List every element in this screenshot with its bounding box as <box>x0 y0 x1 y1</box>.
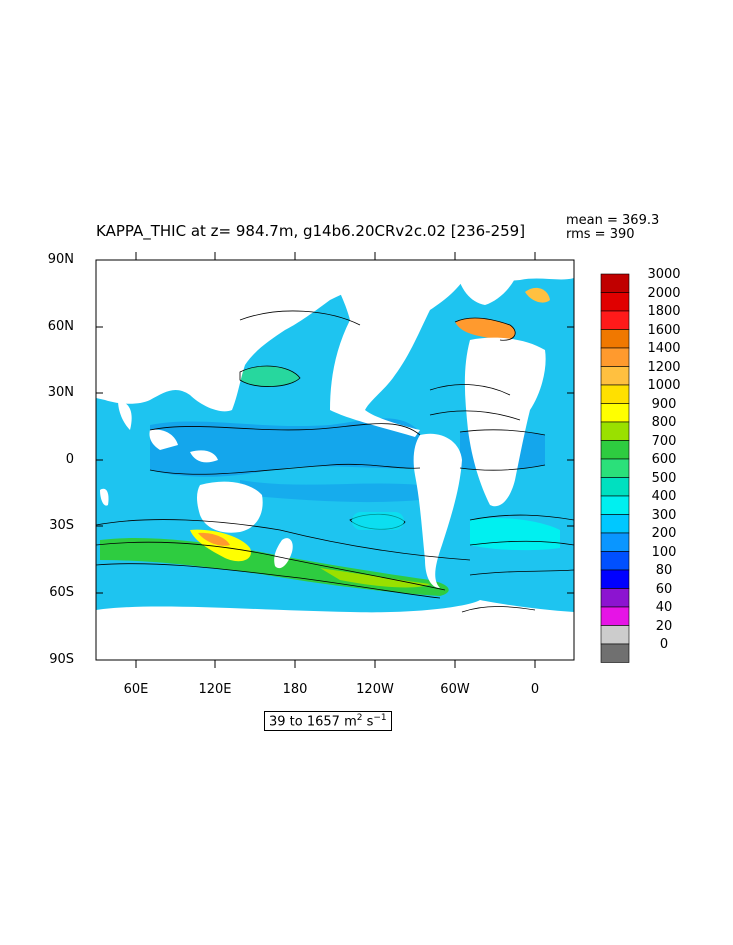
colorbar-swatch <box>600 403 630 423</box>
lon-label-180: 180 <box>282 682 308 697</box>
colorbar-swatch <box>600 532 630 552</box>
north-pacific-patch <box>240 366 300 387</box>
range-unit-exp2: −1 <box>373 713 387 723</box>
colorbar-label: 900 <box>651 396 677 412</box>
lat-label-30s: 30S <box>49 518 74 533</box>
pacific-south-band <box>240 480 420 503</box>
colorbar-label: 0 <box>659 637 669 652</box>
colorbar-swatch <box>600 440 630 460</box>
colorbar-swatch <box>600 458 630 478</box>
colorbar-swatch <box>600 366 630 386</box>
range-text: 39 to 1657 m <box>269 714 357 730</box>
range-label: 39 to 1657 m2 s−1 <box>264 711 392 732</box>
colorbar-label: 20 <box>655 618 673 634</box>
colorbar-label: 80 <box>655 563 673 578</box>
colorbar-label: 700 <box>651 433 677 449</box>
colorbar-label: 40 <box>655 600 673 615</box>
lon-label-60w: 60W <box>440 682 470 697</box>
colorbar-label: 1400 <box>647 341 681 356</box>
range-unit-exp1: 2 <box>356 713 363 723</box>
colorbar-label: 100 <box>651 544 677 560</box>
atlantic-lens <box>352 512 404 530</box>
colorbar-label: 1200 <box>647 359 681 375</box>
colorbar-swatch <box>600 569 630 589</box>
india-peninsula <box>118 400 132 430</box>
madagascar <box>100 488 109 506</box>
colorbar-swatch <box>600 495 630 515</box>
lat-label-60n: 60N <box>47 319 74 334</box>
indonesia <box>149 429 178 450</box>
colorbar-label: 3000 <box>647 267 681 282</box>
colorbar-swatch <box>600 551 630 571</box>
contour-lines <box>96 310 574 613</box>
colorbar-label: 2000 <box>647 285 681 301</box>
southern-ocean-green-east <box>320 568 430 588</box>
colorbar-label: 200 <box>651 526 677 541</box>
lat-label-eq: 0 <box>65 452 74 467</box>
eurasia <box>96 266 574 412</box>
colorbar-swatch <box>600 329 630 349</box>
new-guinea <box>190 450 218 463</box>
plot-title: KAPPA_THIC at z= 984.7m, g14b6.20CRv2c.0… <box>96 222 526 240</box>
greenland <box>455 266 520 305</box>
nordic-seas-warm <box>525 287 550 303</box>
colorbar-label: 400 <box>651 489 677 504</box>
colorbar-swatch <box>600 625 630 645</box>
colorbar-label: 1600 <box>647 322 681 338</box>
map-plot-area <box>95 259 575 661</box>
colorbar-label: 600 <box>651 452 677 467</box>
australia <box>197 481 263 533</box>
colorbar-swatch <box>600 310 630 330</box>
colorbar-swatch <box>600 477 630 497</box>
colorbar <box>600 273 630 663</box>
lat-label-90s: 90S <box>49 652 74 667</box>
north-america <box>330 266 470 437</box>
southern-ocean-orange <box>198 532 230 546</box>
lon-label-120w: 120W <box>356 682 394 697</box>
lon-label-120e: 120E <box>198 682 232 697</box>
lat-label-30n: 30N <box>47 385 74 400</box>
colorbar-label: 1800 <box>647 304 681 319</box>
colorbar-swatch <box>600 347 630 367</box>
colorbar-swatch <box>600 421 630 441</box>
lon-label-0: 0 <box>530 682 540 697</box>
colorbar-label: 300 <box>651 507 677 523</box>
colorbar-swatch <box>600 292 630 312</box>
colorbar-label: 60 <box>655 581 673 597</box>
atlantic-cyan-patch <box>470 518 560 551</box>
colorbar-swatch <box>600 273 630 293</box>
colorbar-label: 800 <box>651 415 677 430</box>
lat-label-90n: 90N <box>47 252 74 267</box>
mean-stat: mean = 369.3 <box>566 213 660 228</box>
stats-block: mean = 369.3 rms = 390 <box>566 214 659 242</box>
axis-ticks <box>96 252 574 668</box>
colorbar-swatch <box>600 384 630 404</box>
colorbar-label: 1000 <box>647 378 681 393</box>
colorbar-swatch <box>600 588 630 608</box>
range-unit-mid: s <box>362 714 374 730</box>
north-atlantic-warm <box>455 318 516 341</box>
south-america <box>413 433 462 588</box>
lat-label-60s: 60S <box>49 585 74 600</box>
colorbar-swatch <box>600 606 630 626</box>
lon-label-60e: 60E <box>123 682 149 697</box>
colorbar-label: 500 <box>651 470 677 486</box>
colorbar-swatch <box>600 514 630 534</box>
rms-stat: rms = 390 <box>566 227 635 242</box>
colorbar-swatch <box>600 643 630 663</box>
new-zealand <box>274 538 293 569</box>
equatorial-band-pacific <box>150 418 420 477</box>
antarctica <box>96 600 574 660</box>
africa <box>464 337 546 507</box>
